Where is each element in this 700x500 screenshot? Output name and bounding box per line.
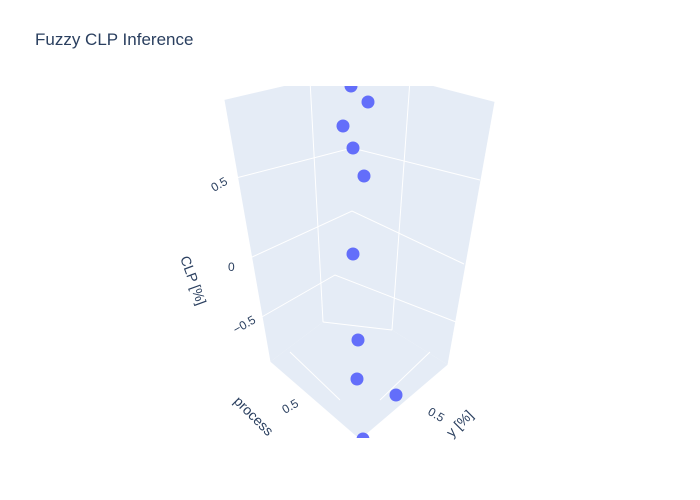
scatter-point bbox=[350, 372, 364, 386]
left-pane bbox=[224, 86, 323, 362]
center-pane bbox=[310, 86, 410, 330]
scatter-point bbox=[346, 141, 360, 155]
z-tick-label: 0 bbox=[228, 260, 235, 274]
scatter-point bbox=[344, 86, 358, 93]
y-axis-title: y [%] bbox=[443, 407, 476, 440]
scatter-point bbox=[336, 119, 350, 133]
y-tick-label: 0.5 bbox=[426, 404, 448, 425]
right-pane bbox=[392, 86, 495, 365]
z-tick-label: 0.5 bbox=[209, 174, 231, 195]
scatter-point bbox=[346, 247, 360, 261]
chart-title: Fuzzy CLP Inference bbox=[35, 30, 193, 49]
data-markers bbox=[336, 86, 403, 438]
scatter-point bbox=[357, 169, 371, 183]
z-tick-label: −0.5 bbox=[231, 312, 259, 336]
z-axis-title: CLP [%] bbox=[177, 254, 210, 307]
x-axis-title: process bbox=[231, 393, 277, 439]
scatter-point bbox=[356, 432, 370, 438]
scatter-point bbox=[361, 95, 375, 109]
grid-lines bbox=[223, 86, 496, 438]
scatter-point bbox=[389, 388, 403, 402]
scene-3d bbox=[223, 86, 496, 438]
x-tick-label: 0.5 bbox=[280, 396, 302, 417]
scatter-point bbox=[351, 333, 365, 347]
